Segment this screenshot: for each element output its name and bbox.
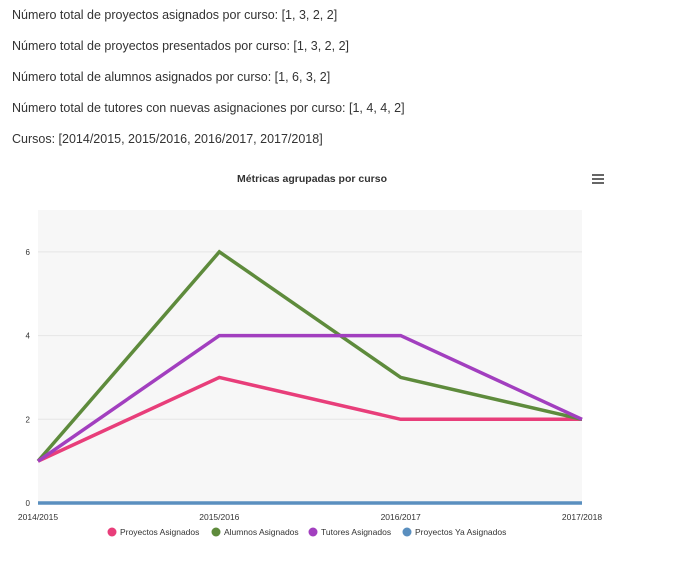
stat-cursos: Cursos: [2014/2015, 2015/2016, 2016/2017… bbox=[12, 132, 323, 146]
stats-list: Número total de proyectos asignados por … bbox=[12, 0, 405, 155]
series-line bbox=[37, 333, 583, 463]
series-line bbox=[36, 249, 583, 463]
y-tick-label: 6 bbox=[26, 248, 31, 257]
legend-marker bbox=[402, 527, 412, 537]
legend-label: Alumnos Asignados bbox=[224, 527, 299, 537]
stat-tutores-asignados: Número total de tutores con nuevas asign… bbox=[12, 101, 405, 115]
x-tick-label: 2017/2018 bbox=[562, 512, 602, 522]
series-line bbox=[37, 375, 582, 463]
y-tick-label: 2 bbox=[26, 415, 31, 424]
chart-title: Métricas agrupadas por curso bbox=[237, 173, 387, 185]
line-chart: 0 2 4 6 2014/2015 2015/2016 2016/2017 2017/2018… bbox=[18, 173, 602, 537]
legend-marker bbox=[308, 527, 318, 537]
legend-marker bbox=[211, 527, 221, 537]
legend-label: Proyectos Asignados bbox=[120, 527, 199, 537]
x-tick-label: 2016/2017 bbox=[381, 512, 421, 522]
legend-label: Proyectos Ya Asignados bbox=[415, 527, 506, 537]
legend-label: Tutores Asignados bbox=[321, 527, 391, 537]
stat-proyectos-asignados: Número total de proyectos asignados por … bbox=[12, 8, 338, 22]
x-tick-label: 2014/2015 bbox=[18, 512, 58, 522]
hamburger-menu-icon[interactable] bbox=[590, 172, 606, 186]
stat-alumnos-asignados: Número total de alumnos asignados por cu… bbox=[12, 70, 331, 84]
y-tick-label: 4 bbox=[26, 332, 31, 341]
plot-area bbox=[38, 210, 582, 503]
y-tick-label: 0 bbox=[26, 499, 31, 508]
x-tick-label: 2015/2016 bbox=[199, 512, 239, 522]
stat-proyectos-presentados: Número total de proyectos presentados po… bbox=[12, 39, 349, 53]
legend-marker bbox=[107, 527, 117, 537]
